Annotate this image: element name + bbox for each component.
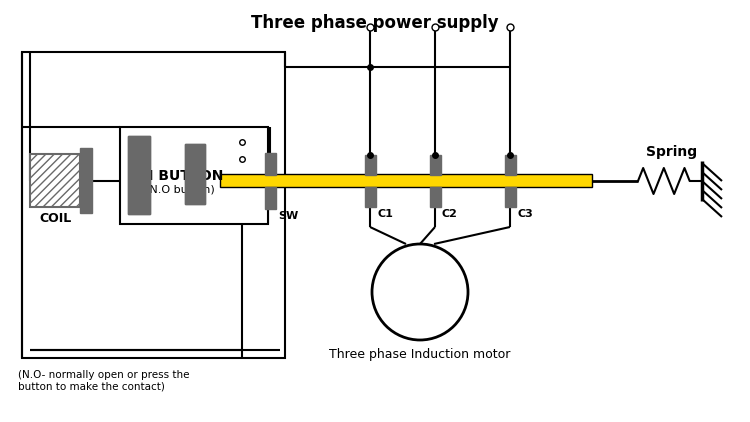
- Bar: [265, 153, 276, 175]
- Text: Three phase Induction motor: Three phase Induction motor: [329, 348, 511, 361]
- Bar: [365, 155, 376, 175]
- Text: (N.O button): (N.O button): [145, 184, 214, 194]
- Text: M: M: [408, 280, 432, 304]
- Bar: [128, 136, 150, 214]
- Text: COIL: COIL: [39, 212, 71, 225]
- Bar: [505, 187, 516, 207]
- Text: Three phase power supply: Three phase power supply: [251, 14, 499, 32]
- Bar: [365, 187, 376, 207]
- Bar: [120, 127, 268, 224]
- Bar: [265, 187, 276, 209]
- Text: SW: SW: [278, 211, 298, 221]
- Bar: [505, 155, 516, 175]
- Bar: [185, 144, 205, 204]
- Circle shape: [372, 244, 468, 340]
- Bar: [30, 154, 80, 207]
- Text: (N.O- normally open or press the
button to make the contact): (N.O- normally open or press the button …: [18, 370, 190, 392]
- Text: C3: C3: [517, 209, 532, 219]
- Text: Spring: Spring: [646, 145, 698, 159]
- Bar: [185, 144, 205, 204]
- Bar: [80, 148, 92, 213]
- Bar: [430, 155, 441, 175]
- Text: C1: C1: [377, 209, 393, 219]
- Bar: [430, 187, 441, 207]
- Text: C2: C2: [442, 209, 458, 219]
- Bar: [128, 136, 150, 214]
- Text: ON BUTTON: ON BUTTON: [130, 169, 224, 183]
- Bar: [22, 52, 285, 358]
- Bar: [220, 174, 592, 187]
